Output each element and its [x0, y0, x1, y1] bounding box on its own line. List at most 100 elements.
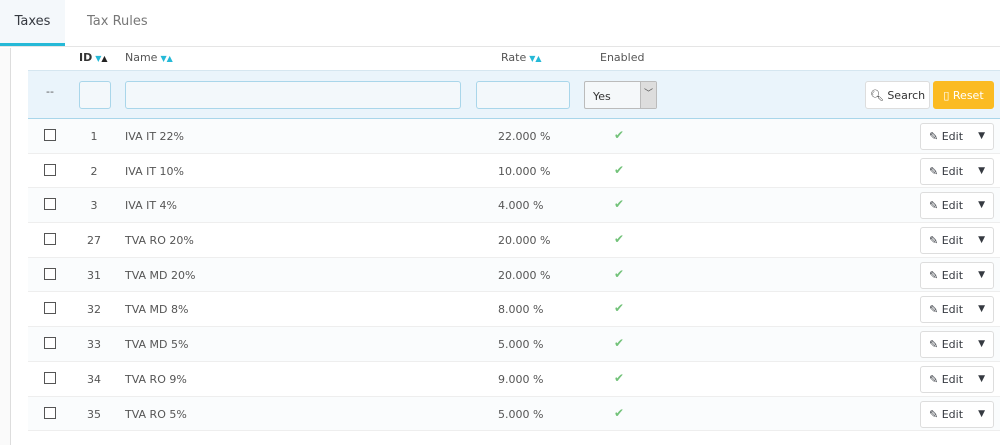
- check-icon[interactable]: ✔: [614, 266, 625, 281]
- row-id: 3: [90, 199, 98, 213]
- rate-filter-input[interactable]: [476, 81, 570, 109]
- sort-arrows-icon[interactable]: ▼▲: [160, 54, 173, 63]
- row-name: TVA MD 8%: [125, 303, 189, 317]
- row-checkbox[interactable]: [44, 198, 56, 211]
- table-row: 1 IVA IT 22% 22.000 % ✔ ✎ Edit ▼: [28, 119, 1000, 154]
- caret-down-icon[interactable]: ▼: [978, 304, 985, 315]
- edit-label: Edit: [941, 268, 964, 282]
- row-rate: 8.000 %: [498, 303, 544, 317]
- row-checkbox[interactable]: [44, 267, 56, 280]
- row-name: TVA MD 5%: [125, 338, 189, 352]
- eraser-icon: ▯: [943, 89, 950, 102]
- row-id: 32: [87, 303, 101, 317]
- reset-label: Reset: [952, 89, 984, 102]
- edit-button[interactable]: ✎ Edit ▼: [920, 261, 994, 289]
- row-checkbox[interactable]: [44, 337, 56, 350]
- row-id: 31: [87, 268, 101, 282]
- edit-button[interactable]: ✎ Edit ▼: [920, 227, 994, 255]
- pencil-icon: ✎: [929, 303, 939, 317]
- row-rate: 22.000 %: [498, 130, 551, 143]
- col-rate: Rate ▼▲: [501, 51, 542, 64]
- row-rate: 4.000 %: [498, 199, 544, 213]
- caret-down-icon[interactable]: ▼: [978, 131, 985, 141]
- edit-button[interactable]: ✎ Edit ▼: [920, 192, 994, 220]
- bulk-placeholder: --: [46, 85, 54, 98]
- edit-button[interactable]: ✎ Edit ▼: [920, 296, 994, 324]
- row-name: IVA IT 10%: [125, 164, 184, 178]
- table-row: 35 TVA RO 5% 5.000 % ✔ ✎ Edit ▼: [28, 396, 1000, 432]
- pencil-icon: ✎: [929, 234, 939, 248]
- check-icon[interactable]: ✔: [614, 405, 625, 420]
- id-filter-input[interactable]: [79, 81, 111, 109]
- table-row: 34 TVA RO 9% 9.000 % ✔ ✎ Edit ▼: [28, 362, 1000, 397]
- pencil-icon: ✎: [929, 199, 939, 213]
- search-button[interactable]: 🔍︎ Search: [865, 81, 930, 109]
- table-row: 27 TVA RO 20% 20.000 % ✔ ✎ Edit ▼: [28, 223, 1000, 258]
- caret-down-icon[interactable]: ▼: [978, 165, 985, 176]
- edit-label: Edit: [941, 234, 964, 248]
- name-filter-input[interactable]: [125, 81, 461, 109]
- enabled-filter-select[interactable]: Yes ﹀: [584, 81, 657, 109]
- caret-down-icon[interactable]: ▼: [978, 269, 985, 280]
- check-icon[interactable]: ✔: [614, 301, 625, 316]
- row-id: 33: [87, 338, 101, 352]
- caret-down-icon[interactable]: ▼: [978, 200, 985, 211]
- col-enabled: Enabled: [600, 51, 645, 64]
- table-row: 33 TVA MD 5% 5.000 % ✔ ✎ Edit ▼: [28, 327, 1000, 362]
- edit-label: Edit: [941, 164, 964, 178]
- enabled-filter-value: Yes: [593, 90, 611, 103]
- check-icon[interactable]: ✔: [614, 128, 625, 142]
- reset-button[interactable]: ▯ Reset: [933, 81, 994, 109]
- taxes-table: ID ▼ ▲ Name ▼▲ Rate ▼▲ Enabled -- Yes ﹀ 🔍︎ Se…: [28, 48, 1000, 432]
- caret-down-icon[interactable]: ▼: [978, 408, 985, 419]
- edit-button[interactable]: ✎ Edit ▼: [920, 157, 994, 185]
- edit-button[interactable]: ✎ Edit ▼: [920, 123, 994, 150]
- chevron-down-icon: ﹀: [640, 82, 656, 108]
- edit-button[interactable]: ✎ Edit ▼: [920, 331, 994, 359]
- table-row: 31 TVA MD 20% 20.000 % ✔ ✎ Edit ▼: [28, 257, 1000, 293]
- row-checkbox[interactable]: [44, 371, 56, 384]
- row-checkbox[interactable]: [44, 406, 56, 419]
- row-checkbox[interactable]: [44, 233, 56, 246]
- row-checkbox[interactable]: [44, 163, 56, 176]
- check-icon[interactable]: ✔: [614, 336, 625, 351]
- pencil-icon: ✎: [929, 164, 939, 178]
- row-name: TVA MD 20%: [125, 268, 196, 282]
- filter-row: -- Yes ﹀ 🔍︎ Search ▯ Reset: [28, 70, 1000, 119]
- edit-label: Edit: [941, 372, 964, 386]
- tab-tax-rules[interactable]: Tax Rules: [87, 14, 148, 29]
- caret-down-icon[interactable]: ▼: [978, 339, 985, 350]
- edit-label: Edit: [941, 199, 964, 213]
- sort-arrows-icon[interactable]: ▼▲: [529, 54, 542, 63]
- edit-label: Edit: [941, 303, 964, 317]
- row-name: TVA RO 5%: [125, 407, 187, 421]
- row-id: 2: [90, 164, 98, 178]
- sort-arrows-icon[interactable]: ▼▲: [95, 54, 108, 63]
- row-checkbox[interactable]: [44, 129, 56, 141]
- panel-border: [0, 48, 11, 445]
- table-header: ID ▼ ▲ Name ▼▲ Rate ▼▲ Enabled: [28, 48, 1000, 70]
- pencil-icon: ✎: [929, 268, 939, 282]
- table-row: 3 IVA IT 4% 4.000 % ✔ ✎ Edit ▼: [28, 188, 1000, 224]
- edit-button[interactable]: ✎ Edit ▼: [920, 365, 994, 393]
- check-icon[interactable]: ✔: [614, 162, 625, 177]
- check-icon[interactable]: ✔: [614, 232, 625, 247]
- col-id: ID ▼ ▲: [79, 51, 108, 64]
- edit-label: Edit: [941, 130, 964, 143]
- tab-taxes[interactable]: Taxes: [0, 0, 65, 46]
- row-rate: 10.000 %: [498, 164, 551, 178]
- caret-down-icon[interactable]: ▼: [978, 373, 985, 384]
- check-icon[interactable]: ✔: [614, 197, 625, 212]
- col-name: Name ▼▲: [125, 51, 173, 64]
- edit-label: Edit: [941, 338, 964, 352]
- pencil-icon: ✎: [929, 407, 939, 421]
- tabs: Taxes Tax Rules: [0, 0, 1000, 47]
- row-rate: 20.000 %: [498, 268, 551, 282]
- row-checkbox[interactable]: [44, 302, 56, 315]
- check-icon[interactable]: ✔: [614, 370, 625, 385]
- row-id: 27: [87, 234, 101, 248]
- search-label: Search: [887, 89, 926, 102]
- row-id: 1: [90, 130, 98, 143]
- edit-button[interactable]: ✎ Edit ▼: [920, 400, 994, 428]
- caret-down-icon[interactable]: ▼: [978, 235, 985, 246]
